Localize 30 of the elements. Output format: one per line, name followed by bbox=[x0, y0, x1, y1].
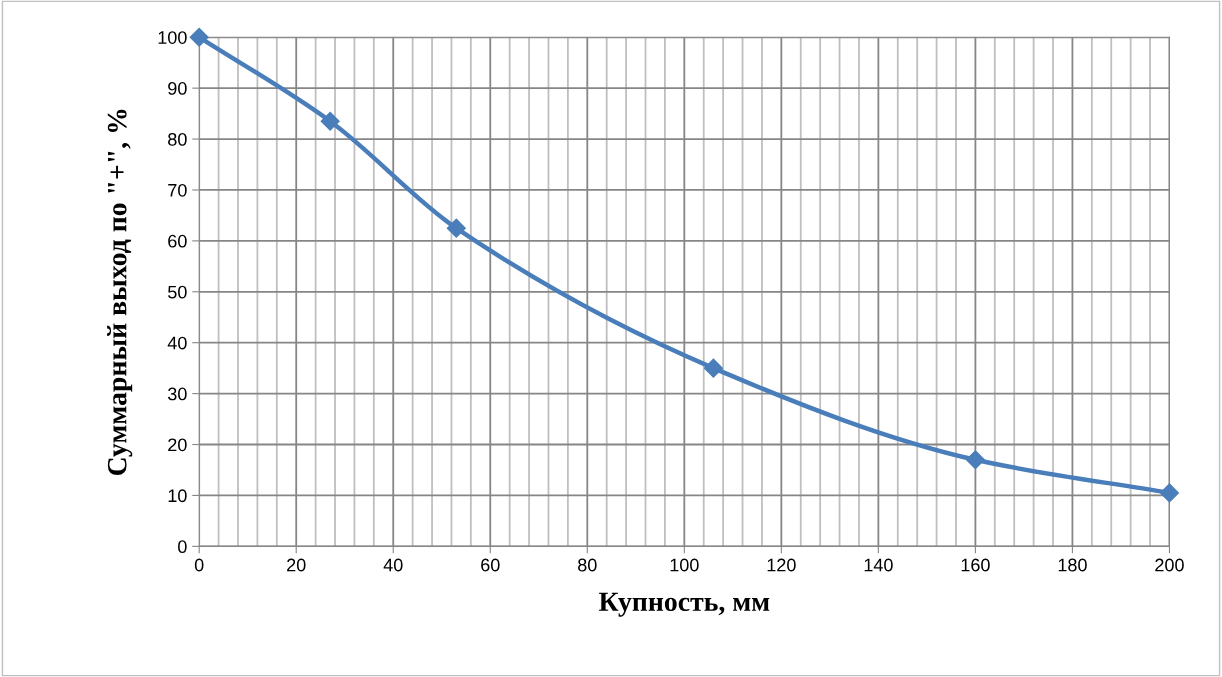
y-tick-label: 90 bbox=[168, 82, 187, 95]
x-tick-label: 60 bbox=[481, 558, 500, 572]
y-axis-title: Суммарный выход по "+", % bbox=[107, 109, 133, 476]
point bbox=[703, 358, 723, 378]
x-tick-label: 120 bbox=[767, 558, 796, 572]
x-tick-label: 80 bbox=[578, 558, 597, 572]
point bbox=[189, 27, 209, 47]
y-tick-label: 80 bbox=[168, 132, 187, 146]
x-tick-label: 160 bbox=[961, 558, 990, 572]
x-tick-label: 200 bbox=[1155, 558, 1184, 572]
y-tick-label: 60 bbox=[168, 234, 187, 248]
y-tick-label: 20 bbox=[168, 438, 187, 452]
y-tick-label: 30 bbox=[167, 387, 187, 401]
point bbox=[446, 218, 466, 238]
x-tick-label: 180 bbox=[1058, 558, 1087, 572]
y-tick-label: 70 bbox=[168, 183, 187, 197]
point bbox=[320, 111, 340, 131]
point bbox=[1159, 483, 1179, 503]
x-tick-label: 40 bbox=[383, 558, 403, 572]
y-tick-label: 50 bbox=[168, 285, 187, 299]
x-tick-label: 100 bbox=[670, 558, 699, 572]
x-tick-label: 0 bbox=[194, 558, 204, 572]
y-tick-label: 40 bbox=[167, 336, 187, 350]
x-tick-label: 140 bbox=[864, 558, 893, 572]
x-tick-label: 20 bbox=[287, 558, 306, 572]
x-axis-title: Купность, мм bbox=[598, 592, 770, 617]
y-tick-label: 0 bbox=[178, 540, 187, 554]
y-tick-label: 10 bbox=[168, 489, 187, 503]
y-tick-label: 100 bbox=[158, 31, 187, 44]
point bbox=[965, 450, 985, 470]
